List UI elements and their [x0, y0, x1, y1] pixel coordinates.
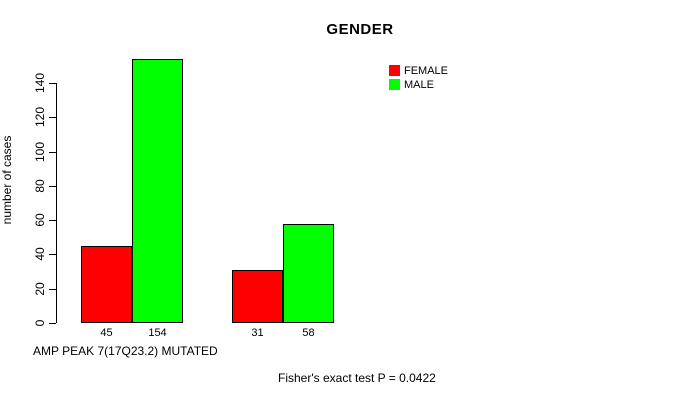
- y-axis-tick-label: 120: [33, 107, 47, 128]
- y-axis-tick: [49, 254, 56, 256]
- legend-item-female: FEMALE: [389, 64, 448, 77]
- bar-value-label: 58: [302, 327, 315, 339]
- legend: FEMALE MALE: [389, 64, 448, 92]
- legend-item-male: MALE: [389, 78, 448, 91]
- y-axis-tick-label: 0: [33, 319, 47, 327]
- bar-value-label: 154: [148, 327, 167, 339]
- y-axis-tick-label: 80: [33, 179, 47, 193]
- female-color-swatch: [389, 65, 400, 76]
- x-axis-label: AMP PEAK 7(17Q23.2) MUTATED: [33, 344, 218, 358]
- bar-female-group2: [232, 270, 283, 323]
- y-axis-tick: [49, 83, 56, 84]
- y-axis-label: number of cases: [0, 135, 14, 225]
- bar-male-group1: [132, 59, 183, 323]
- chart-title: GENDER: [326, 21, 394, 38]
- y-axis-tick: [49, 323, 56, 324]
- y-axis-tick-label: 40: [33, 247, 47, 262]
- bar-male-group2: [283, 224, 334, 323]
- legend-label-male: MALE: [404, 78, 434, 91]
- y-axis-tick-label: 60: [33, 213, 47, 227]
- stats-annotation: Fisher's exact test P = 0.0422: [278, 371, 436, 385]
- y-axis-tick: [49, 117, 56, 119]
- male-color-swatch: [389, 79, 400, 90]
- bar-value-label: 45: [100, 327, 113, 339]
- bar-value-label: 31: [251, 327, 264, 339]
- y-axis-tick: [49, 185, 56, 187]
- legend-label-female: FEMALE: [404, 64, 449, 77]
- y-axis-tick-label: 20: [33, 282, 47, 296]
- y-axis-tick: [49, 151, 56, 153]
- bar-female-group1: [81, 246, 132, 323]
- y-axis-tick: [49, 220, 56, 222]
- y-axis-line: [56, 83, 57, 323]
- y-axis-tick-label: 100: [33, 141, 47, 162]
- y-axis-tick: [49, 288, 56, 290]
- y-axis-tick-label: 140: [33, 72, 47, 94]
